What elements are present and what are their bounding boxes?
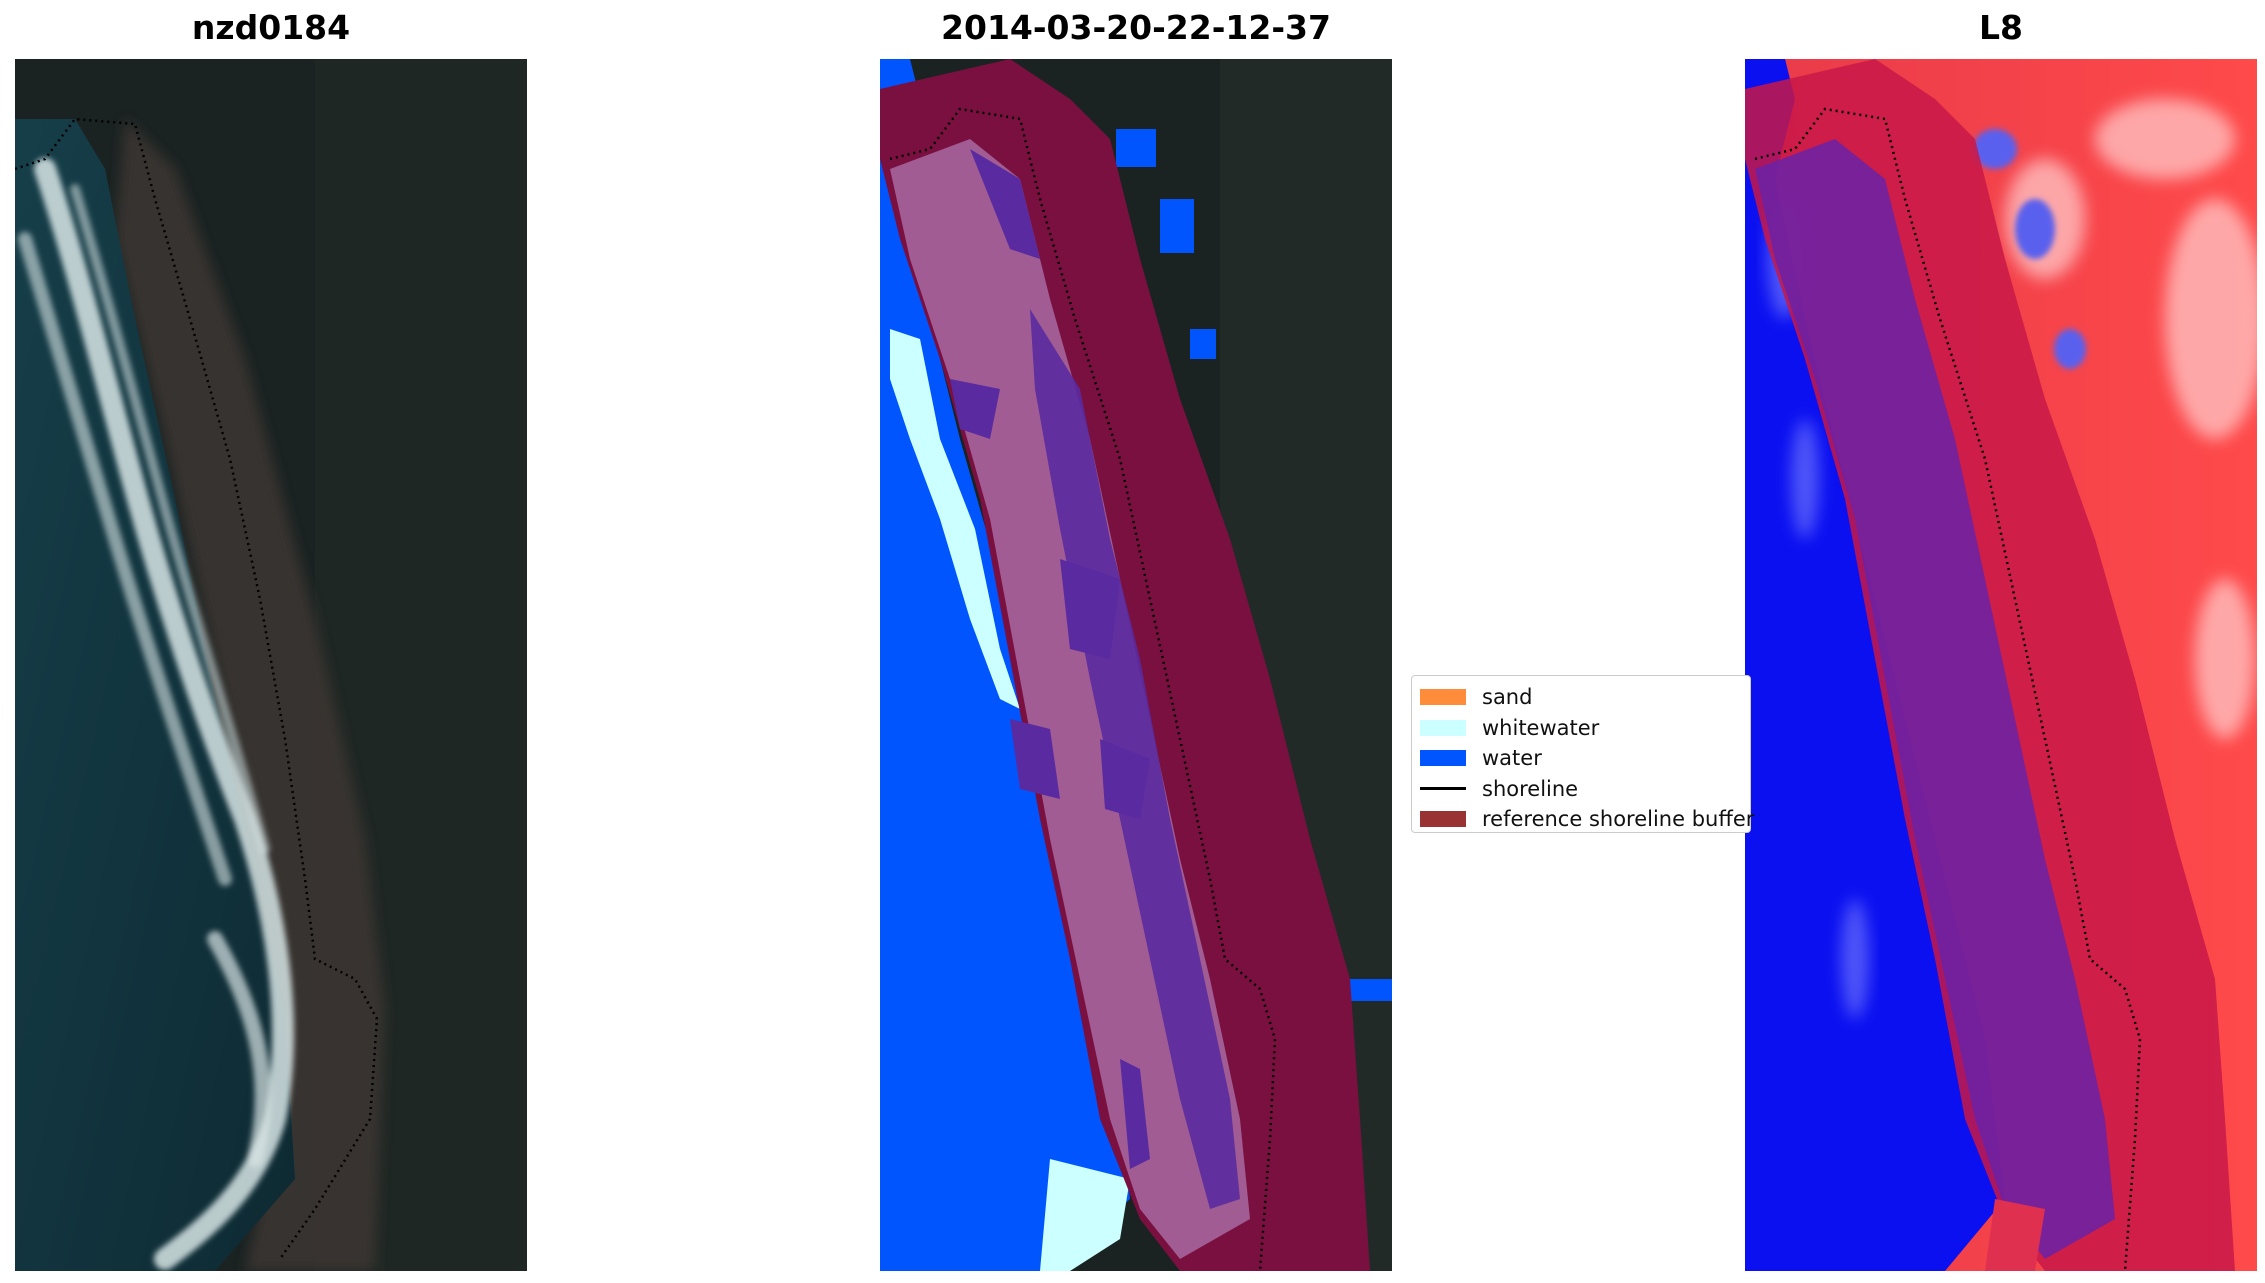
- shoreline-line-swatch: [1420, 787, 1466, 791]
- legend-item-sand: sand: [1420, 682, 1750, 713]
- rgb-satellite-image: [15, 59, 527, 1271]
- classified-image: [880, 59, 1392, 1271]
- sand-swatch: [1420, 689, 1466, 706]
- legend-label: shoreline: [1482, 776, 1579, 801]
- classification-legend: sand whitewater water shoreline referenc…: [1411, 675, 1754, 835]
- buffer-swatch: [1420, 811, 1466, 828]
- legend-label: water: [1482, 746, 1542, 771]
- whitewater-swatch: [1420, 719, 1466, 736]
- legend-item-water: water: [1420, 743, 1750, 774]
- legend-label: reference shoreline buffer: [1482, 807, 1755, 832]
- legend-item-reference-buffer: reference shoreline buffer: [1420, 804, 1754, 835]
- legend-label: whitewater: [1482, 715, 1600, 740]
- legend-item-whitewater: whitewater: [1420, 713, 1750, 744]
- left-panel-title: nzd0184: [191, 8, 351, 47]
- index-image: [1745, 59, 2257, 1271]
- water-swatch: [1420, 750, 1466, 767]
- middle-panel-title: 2014-03-20-22-12-37: [941, 8, 1331, 47]
- right-panel-title: L8: [1979, 8, 2023, 47]
- legend-label: sand: [1482, 685, 1533, 710]
- legend-item-shoreline: shoreline: [1420, 774, 1750, 805]
